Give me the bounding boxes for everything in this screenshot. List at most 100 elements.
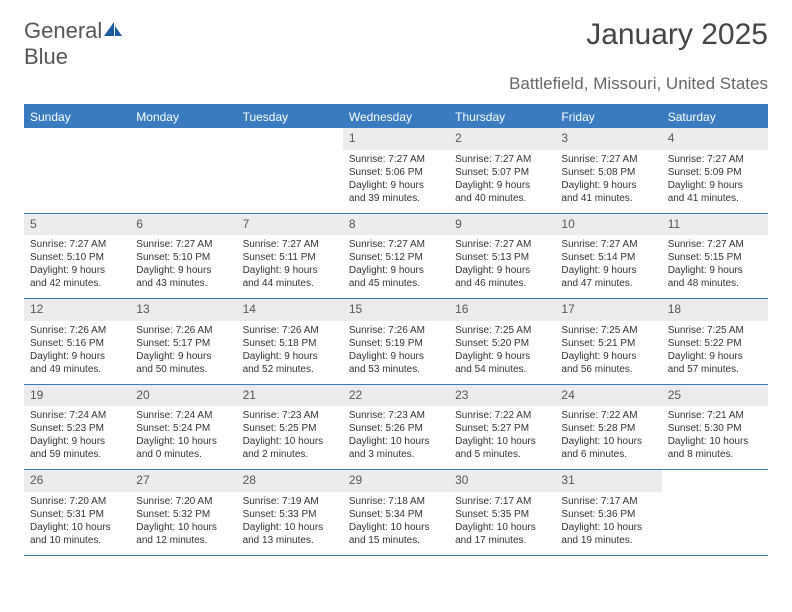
- day-body: [662, 476, 768, 487]
- day-body: Sunrise: 7:18 AMSunset: 5:34 PMDaylight:…: [343, 492, 449, 555]
- day-number: 22: [343, 385, 449, 407]
- day-body: Sunrise: 7:27 AMSunset: 5:07 PMDaylight:…: [449, 150, 555, 213]
- day-number: 12: [24, 299, 130, 321]
- day-number: 17: [555, 299, 661, 321]
- day-body: Sunrise: 7:24 AMSunset: 5:24 PMDaylight:…: [130, 406, 236, 469]
- sunset-text: Sunset: 5:09 PM: [668, 166, 762, 179]
- weekday-label: Saturday: [662, 106, 768, 128]
- day-cell: [662, 470, 768, 555]
- day-cell: 21Sunrise: 7:23 AMSunset: 5:25 PMDayligh…: [237, 385, 343, 470]
- day-number: 9: [449, 214, 555, 236]
- sunrise-text: Sunrise: 7:24 AM: [30, 409, 124, 422]
- day-number: 19: [24, 385, 130, 407]
- sunset-text: Sunset: 5:16 PM: [30, 337, 124, 350]
- day-body: Sunrise: 7:24 AMSunset: 5:23 PMDaylight:…: [24, 406, 130, 469]
- sunrise-text: Sunrise: 7:26 AM: [136, 324, 230, 337]
- day-body: Sunrise: 7:27 AMSunset: 5:13 PMDaylight:…: [449, 235, 555, 298]
- day-cell: 8Sunrise: 7:27 AMSunset: 5:12 PMDaylight…: [343, 214, 449, 299]
- day-body: Sunrise: 7:20 AMSunset: 5:32 PMDaylight:…: [130, 492, 236, 555]
- day-number: 5: [24, 214, 130, 236]
- sunset-text: Sunset: 5:17 PM: [136, 337, 230, 350]
- page-title: January 2025: [586, 18, 768, 52]
- day-cell: 19Sunrise: 7:24 AMSunset: 5:23 PMDayligh…: [24, 385, 130, 470]
- sunset-text: Sunset: 5:30 PM: [668, 422, 762, 435]
- daylight-text: Daylight: 9 hours and 45 minutes.: [349, 264, 443, 290]
- daylight-text: Daylight: 9 hours and 49 minutes.: [30, 350, 124, 376]
- sunset-text: Sunset: 5:35 PM: [455, 508, 549, 521]
- day-cell: 3 Sunrise: 7:27 AMSunset: 5:08 PMDaylight…: [555, 128, 661, 213]
- day-cell: [24, 128, 130, 213]
- daylight-text: Daylight: 10 hours and 13 minutes.: [243, 521, 337, 547]
- daylight-text: Daylight: 9 hours and 52 minutes.: [243, 350, 337, 376]
- sunset-text: Sunset: 5:23 PM: [30, 422, 124, 435]
- sunrise-text: Sunrise: 7:26 AM: [30, 324, 124, 337]
- sunrise-text: Sunrise: 7:20 AM: [30, 495, 124, 508]
- day-body: Sunrise: 7:26 AMSunset: 5:16 PMDaylight:…: [24, 321, 130, 384]
- day-cell: 23Sunrise: 7:22 AMSunset: 5:27 PMDayligh…: [449, 385, 555, 470]
- daylight-text: Daylight: 9 hours and 53 minutes.: [349, 350, 443, 376]
- daylight-text: Daylight: 10 hours and 15 minutes.: [349, 521, 443, 547]
- daylight-text: Daylight: 10 hours and 10 minutes.: [30, 521, 124, 547]
- daylight-text: Daylight: 9 hours and 57 minutes.: [668, 350, 762, 376]
- daylight-text: Daylight: 10 hours and 2 minutes.: [243, 435, 337, 461]
- day-body: Sunrise: 7:27 AMSunset: 5:10 PMDaylight:…: [24, 235, 130, 298]
- weekday-label: Friday: [555, 106, 661, 128]
- sunset-text: Sunset: 5:06 PM: [349, 166, 443, 179]
- sunrise-text: Sunrise: 7:18 AM: [349, 495, 443, 508]
- day-cell: [130, 128, 236, 213]
- location-text: Battlefield, Missouri, United States: [24, 74, 768, 94]
- day-cell: 17Sunrise: 7:25 AMSunset: 5:21 PMDayligh…: [555, 299, 661, 384]
- sunrise-text: Sunrise: 7:27 AM: [349, 238, 443, 251]
- day-cell: [237, 128, 343, 213]
- weekday-label: Tuesday: [237, 106, 343, 128]
- day-number: 25: [662, 385, 768, 407]
- sunrise-text: Sunrise: 7:27 AM: [455, 238, 549, 251]
- day-cell: 2Sunrise: 7:27 AMSunset: 5:07 PMDaylight…: [449, 128, 555, 213]
- day-cell: 30Sunrise: 7:17 AMSunset: 5:35 PMDayligh…: [449, 470, 555, 555]
- daylight-text: Daylight: 9 hours and 43 minutes.: [136, 264, 230, 290]
- sunrise-text: Sunrise: 7:22 AM: [561, 409, 655, 422]
- day-body: Sunrise: 7:20 AMSunset: 5:31 PMDaylight:…: [24, 492, 130, 555]
- day-body: Sunrise: 7:19 AMSunset: 5:33 PMDaylight:…: [237, 492, 343, 555]
- weekday-label: Sunday: [24, 106, 130, 128]
- sunrise-text: Sunrise: 7:27 AM: [561, 153, 655, 166]
- daylight-text: Daylight: 10 hours and 0 minutes.: [136, 435, 230, 461]
- day-body: Sunrise: 7:25 AMSunset: 5:21 PMDaylight:…: [555, 321, 661, 384]
- week-row: 1Sunrise: 7:27 AMSunset: 5:06 PMDaylight…: [24, 128, 768, 214]
- daylight-text: Daylight: 9 hours and 41 minutes.: [668, 179, 762, 205]
- day-body: Sunrise: 7:25 AMSunset: 5:22 PMDaylight:…: [662, 321, 768, 384]
- day-number: 20: [130, 385, 236, 407]
- day-cell: 13Sunrise: 7:26 AMSunset: 5:17 PMDayligh…: [130, 299, 236, 384]
- sunrise-text: Sunrise: 7:17 AM: [455, 495, 549, 508]
- sunset-text: Sunset: 5:22 PM: [668, 337, 762, 350]
- week-row: 19Sunrise: 7:24 AMSunset: 5:23 PMDayligh…: [24, 385, 768, 471]
- day-number: 26: [24, 470, 130, 492]
- logo: General Blue: [24, 18, 124, 70]
- sunset-text: Sunset: 5:19 PM: [349, 337, 443, 350]
- day-cell: 29Sunrise: 7:18 AMSunset: 5:34 PMDayligh…: [343, 470, 449, 555]
- sunset-text: Sunset: 5:11 PM: [243, 251, 337, 264]
- day-cell: 27Sunrise: 7:20 AMSunset: 5:32 PMDayligh…: [130, 470, 236, 555]
- sunrise-text: Sunrise: 7:17 AM: [561, 495, 655, 508]
- day-body: Sunrise: 7:26 AMSunset: 5:19 PMDaylight:…: [343, 321, 449, 384]
- daylight-text: Daylight: 9 hours and 41 minutes.: [561, 179, 655, 205]
- sunset-text: Sunset: 5:12 PM: [349, 251, 443, 264]
- sunset-text: Sunset: 5:08 PM: [561, 166, 655, 179]
- sunrise-text: Sunrise: 7:26 AM: [243, 324, 337, 337]
- sunrise-text: Sunrise: 7:27 AM: [561, 238, 655, 251]
- day-cell: 26Sunrise: 7:20 AMSunset: 5:31 PMDayligh…: [24, 470, 130, 555]
- day-number: 3: [555, 128, 661, 150]
- day-cell: 15Sunrise: 7:26 AMSunset: 5:19 PMDayligh…: [343, 299, 449, 384]
- daylight-text: Daylight: 9 hours and 47 minutes.: [561, 264, 655, 290]
- logo-sail-icon: [102, 20, 124, 43]
- daylight-text: Daylight: 9 hours and 44 minutes.: [243, 264, 337, 290]
- day-cell: 4Sunrise: 7:27 AMSunset: 5:09 PMDaylight…: [662, 128, 768, 213]
- sunrise-text: Sunrise: 7:22 AM: [455, 409, 549, 422]
- title-block: January 2025: [586, 18, 768, 52]
- day-number: 18: [662, 299, 768, 321]
- day-cell: 22Sunrise: 7:23 AMSunset: 5:26 PMDayligh…: [343, 385, 449, 470]
- day-body: Sunrise: 7:27 AMSunset: 5:10 PMDaylight:…: [130, 235, 236, 298]
- logo-word1: General: [24, 18, 102, 43]
- day-body: Sunrise: 7:27 AMSunset: 5:15 PMDaylight:…: [662, 235, 768, 298]
- daylight-text: Daylight: 9 hours and 54 minutes.: [455, 350, 549, 376]
